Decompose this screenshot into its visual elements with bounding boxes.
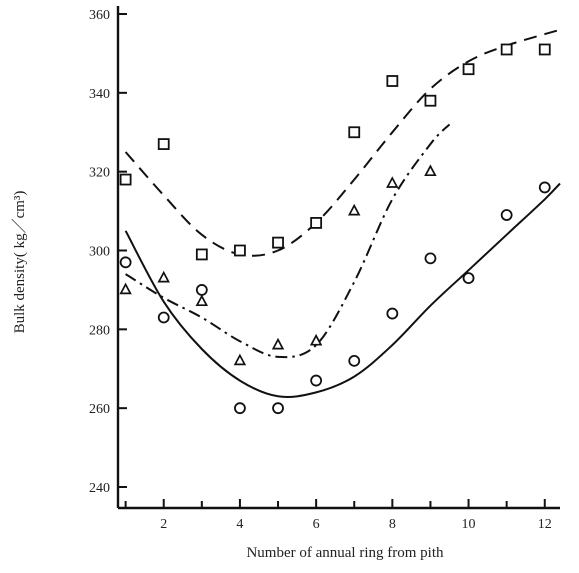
data-point-square — [310, 217, 323, 229]
data-point-circle — [462, 272, 475, 284]
fit-line-circle — [124, 182, 561, 398]
data-point-circle — [157, 311, 170, 324]
data-point-square — [538, 43, 551, 56]
data-point-circle — [234, 402, 246, 415]
y-axis-title: Bulk density( kg／cm³) — [11, 191, 28, 334]
data-point-triangle — [347, 203, 361, 216]
data-point-square — [386, 75, 399, 87]
data-point-square — [119, 173, 132, 186]
data-point-square — [424, 94, 437, 107]
x-tick-label: 12 — [538, 517, 552, 532]
x-tick-label: 10 — [462, 517, 476, 532]
data-point-circle — [538, 181, 551, 194]
x-axis-title: Number of annual ring from pith — [246, 545, 444, 561]
x-tick-label: 4 — [236, 517, 243, 532]
y-tick-label: 360 — [89, 8, 110, 23]
series-square — [119, 28, 561, 261]
data-point-triangle — [386, 176, 399, 188]
data-point-circle — [272, 402, 284, 415]
data-point-triangle — [157, 270, 170, 283]
data-point-triangle — [119, 282, 132, 295]
fit-line-square — [124, 28, 561, 257]
data-point-triangle — [424, 164, 437, 177]
y-tick-label: 240 — [89, 481, 110, 496]
data-point-square — [195, 248, 208, 261]
fit-line-triangle — [125, 123, 451, 359]
data-point-circle — [195, 284, 208, 296]
plot-area — [119, 28, 561, 415]
y-tick-label: 260 — [89, 402, 110, 417]
data-point-square — [500, 43, 513, 56]
data-point-circle — [386, 307, 399, 320]
data-point-circle — [500, 209, 513, 221]
x-tick-label: 8 — [389, 517, 396, 532]
axes: 240 260 280 300 320 340 360 2 4 6 8 10 12 — [89, 6, 560, 532]
y-tick-label: 280 — [89, 323, 110, 338]
data-point-square — [462, 63, 475, 76]
series-circle — [119, 181, 561, 415]
y-tick-label: 340 — [89, 87, 110, 102]
data-point-square — [234, 244, 246, 257]
data-point-triangle — [233, 353, 247, 366]
data-point-square — [272, 236, 284, 249]
x-tick-label: 6 — [313, 517, 320, 532]
data-point-square — [348, 126, 361, 139]
data-point-triangle — [195, 294, 209, 307]
data-point-circle — [310, 374, 323, 387]
x-tick-label: 2 — [160, 517, 167, 532]
y-tick-label: 320 — [89, 166, 110, 181]
data-point-square — [157, 138, 170, 150]
data-point-triangle — [271, 337, 285, 350]
data-point-circle — [348, 354, 361, 367]
series-triangle — [119, 123, 451, 366]
data-point-triangle — [309, 333, 323, 346]
data-point-circle — [424, 252, 437, 265]
data-point-circle — [119, 256, 132, 269]
y-tick-label: 300 — [89, 245, 110, 260]
